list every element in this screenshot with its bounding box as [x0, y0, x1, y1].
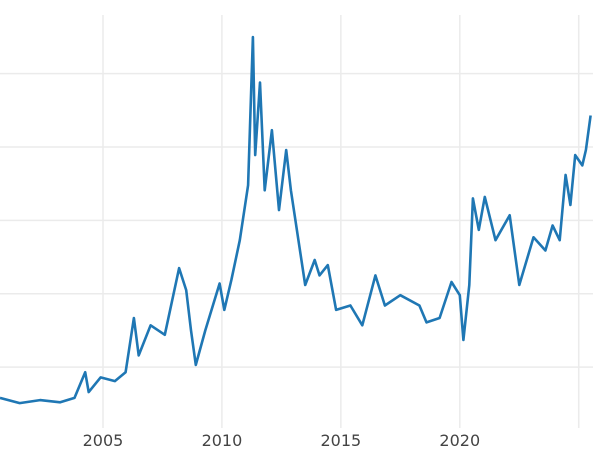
series-line — [0, 35, 592, 405]
x-tick-label: 2005 — [83, 431, 124, 450]
x-tick-label: 2020 — [439, 431, 480, 450]
x-axis-ticks: 2005 2010 2015 2020 — [83, 431, 481, 450]
x-tick-label: 2010 — [202, 431, 243, 450]
gridlines — [0, 15, 593, 428]
x-tick-label: 2015 — [321, 431, 362, 450]
